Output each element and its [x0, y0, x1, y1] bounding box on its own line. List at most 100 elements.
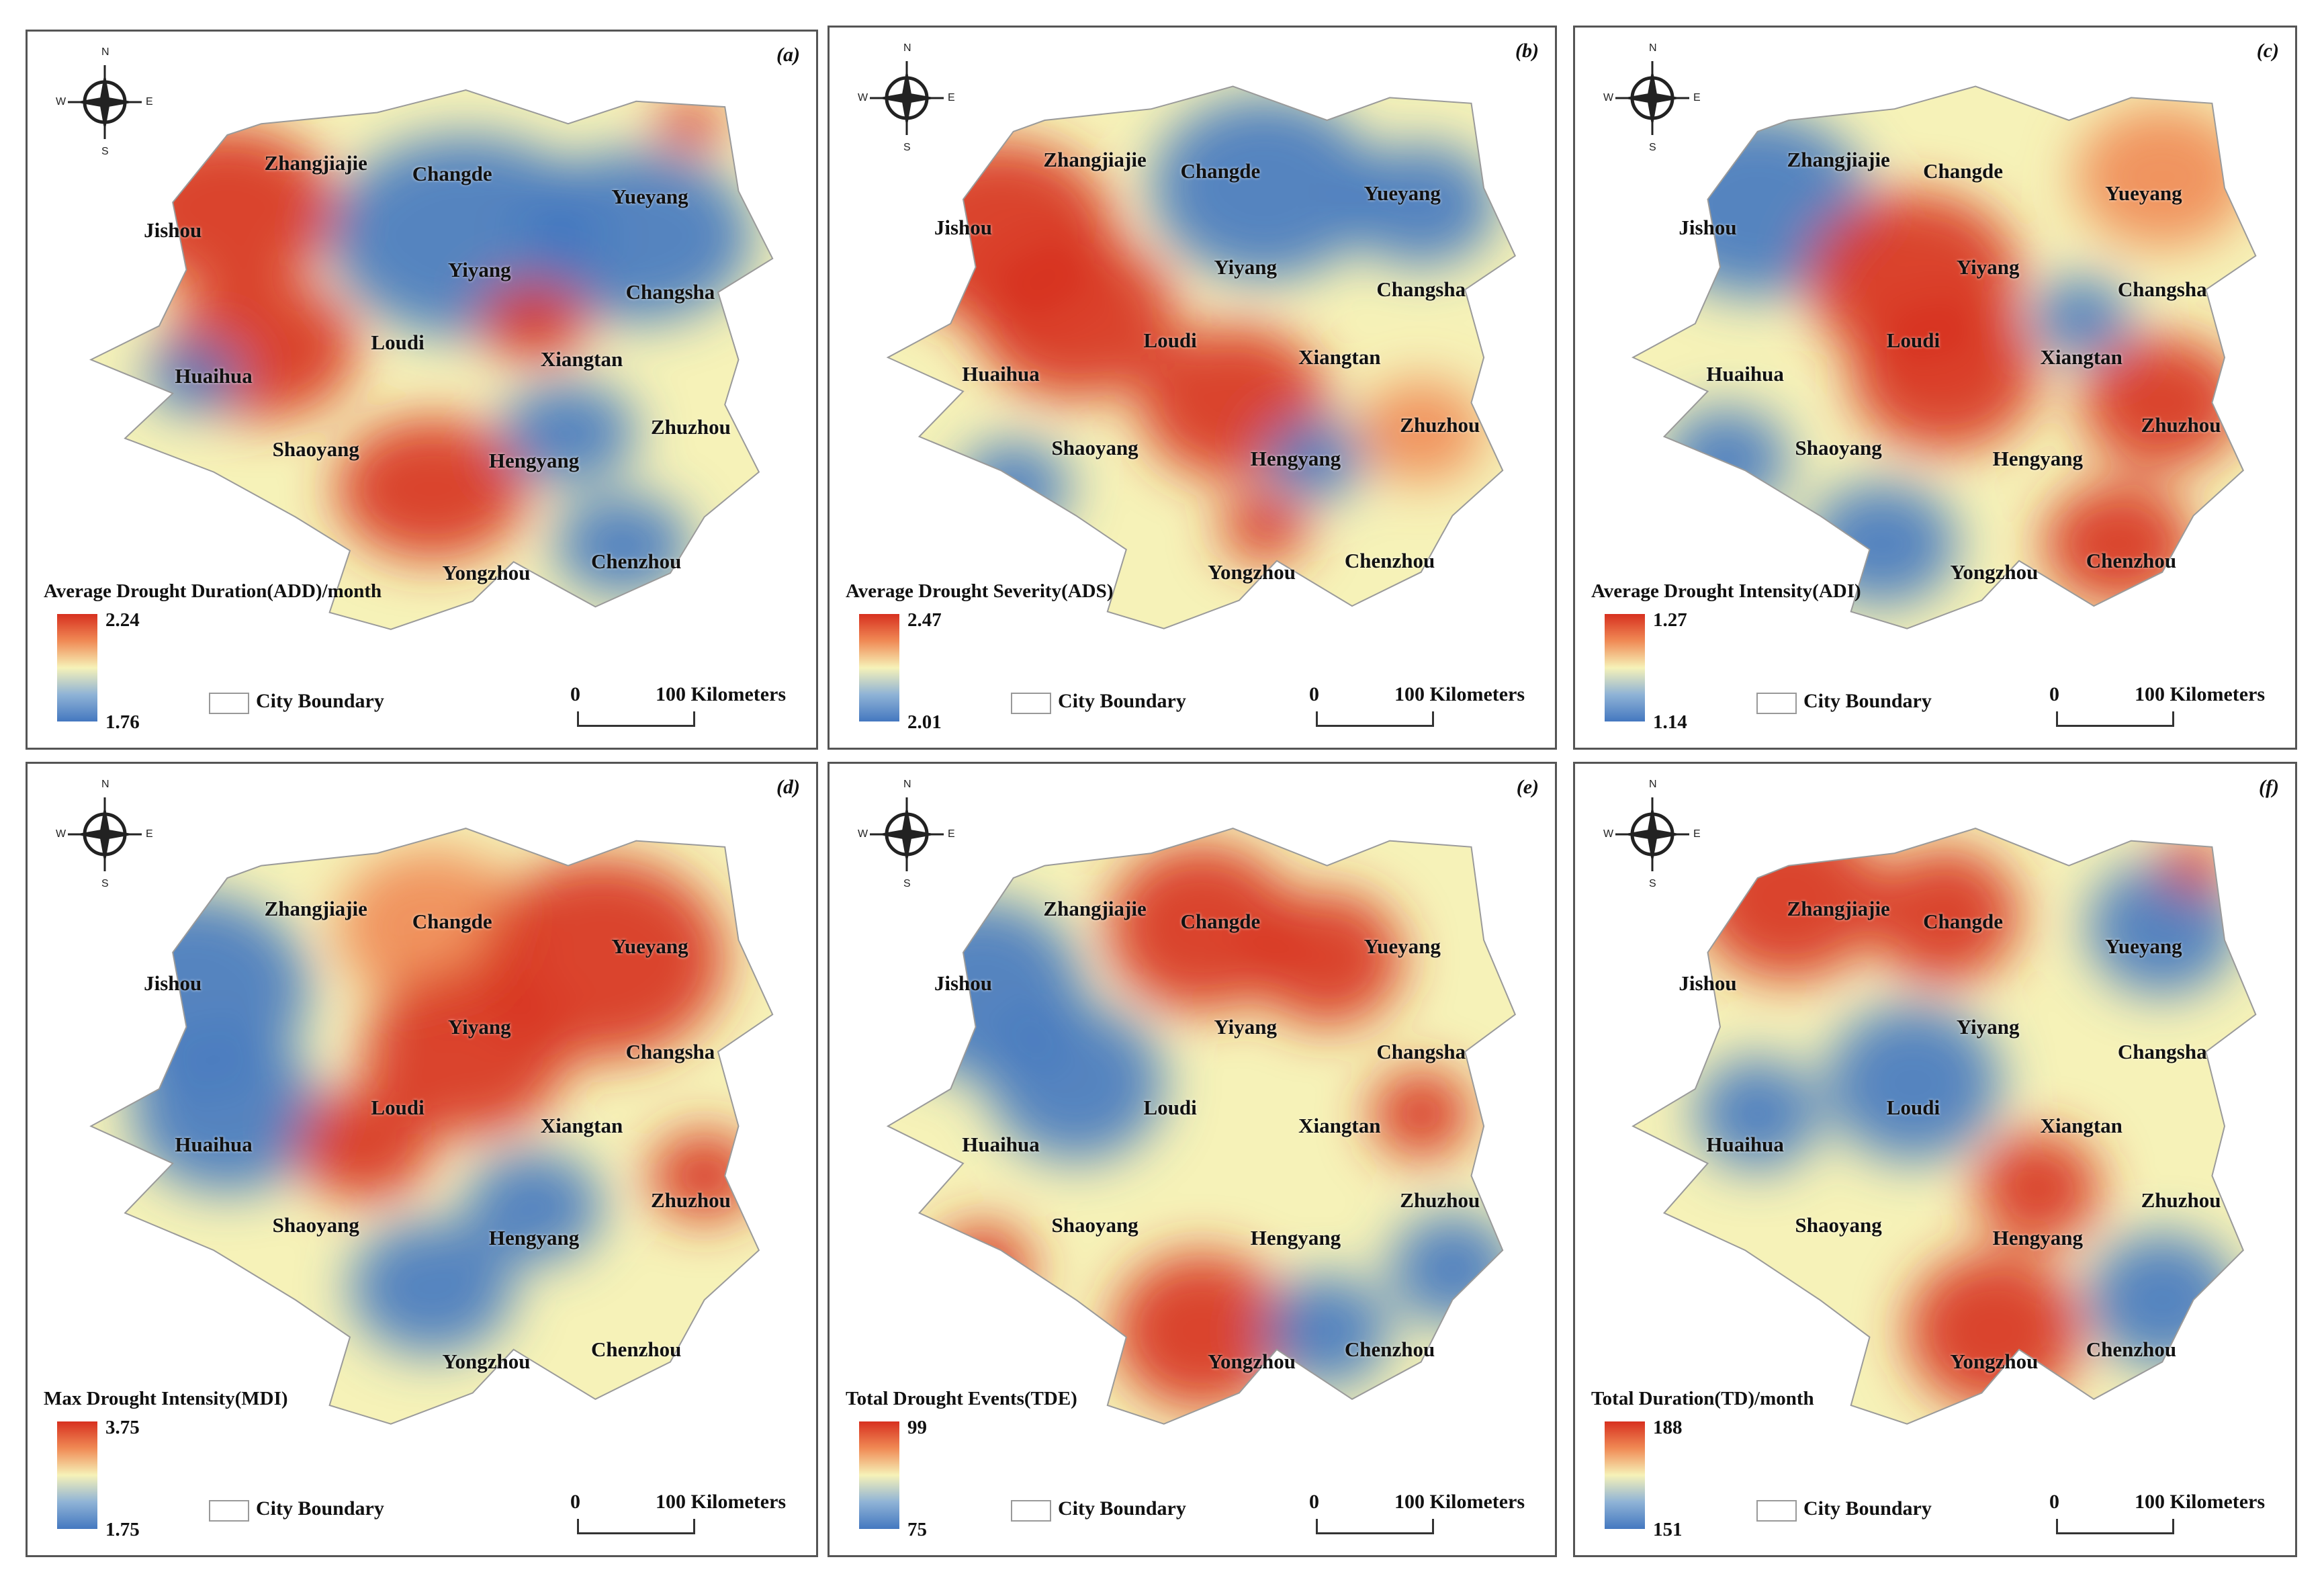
- hotspot-high: [975, 236, 1177, 400]
- city-label-zhuzhou: Zhuzhou: [650, 1188, 731, 1213]
- panel-label: (b): [1515, 40, 1539, 62]
- city-label-jishou: Jishou: [144, 971, 202, 996]
- legend-min: 75: [907, 1519, 927, 1540]
- scale-bar: [577, 711, 695, 727]
- city-label-shaoyang: Shaoyang: [1795, 1213, 1882, 1237]
- compass-e: E: [1693, 92, 1701, 103]
- city-label-xiangtan: Xiangtan: [2040, 345, 2122, 369]
- city-label-xiangtan: Xiangtan: [1298, 345, 1381, 369]
- legend-colorbar: [57, 614, 97, 721]
- hotspot-low: [1345, 144, 1496, 266]
- city-boundary-label: City Boundary: [1803, 690, 1932, 712]
- legend-colorbar: [57, 1421, 97, 1529]
- hotspot-low: [554, 494, 691, 596]
- panel-label: (f): [2259, 776, 2279, 798]
- city-boundary-swatch: [1756, 693, 1797, 714]
- city-label-chenzhou: Chenzhou: [2086, 1337, 2177, 1361]
- city-boundary-swatch: [1756, 1500, 1797, 1522]
- legend-max: 2.47: [907, 609, 942, 631]
- compass-n: N: [903, 779, 911, 790]
- panel-adi: (c) N S W E Zhangjiajie Changde Yueyang Jishou Yi…: [1573, 26, 2297, 750]
- hotspot-low: [132, 1035, 323, 1192]
- city-label-jishou: Jishou: [144, 218, 202, 243]
- compass-s: S: [1649, 878, 1656, 889]
- city-label-loudi: Loudi: [1886, 1095, 1940, 1119]
- city-boundary-label: City Boundary: [1803, 1497, 1932, 1520]
- city-label-xiangtan: Xiangtan: [540, 347, 623, 371]
- compass-w: W: [858, 92, 868, 103]
- city-label-yiyang: Yiyang: [1214, 255, 1278, 279]
- hotspot-mid_high: [1358, 380, 1484, 482]
- legend-title: Total Duration(TD)/month: [1591, 1388, 1814, 1409]
- city-label-shaoyang: Shaoyang: [1051, 1213, 1138, 1237]
- city-label-xiangtan: Xiangtan: [1298, 1114, 1381, 1138]
- city-label-huaihua: Huaihua: [175, 364, 253, 388]
- hotspot-mid_high: [336, 849, 527, 1006]
- legend-colorbar: [859, 614, 899, 721]
- city-label-huaihua: Huaihua: [175, 1133, 253, 1157]
- hotspot-high: [1907, 1252, 2082, 1409]
- city-boundary-swatch: [1011, 1500, 1051, 1522]
- legend-title: Total Drought Events(TDE): [846, 1388, 1077, 1409]
- city-label-xiangtan: Xiangtan: [2040, 1114, 2122, 1138]
- city-boundary-swatch: [209, 693, 249, 714]
- city-label-yiyang: Yiyang: [1214, 1014, 1278, 1039]
- city-label-huaihua: Huaihua: [1706, 1133, 1784, 1157]
- legend-max: 188: [1653, 1417, 1683, 1438]
- city-label-yiyang: Yiyang: [448, 257, 511, 281]
- city-label-zhangjiajie: Zhangjiajie: [1787, 897, 1890, 921]
- legend-max: 1.27: [1653, 609, 1687, 631]
- hotspot-mid_high: [2075, 105, 2250, 249]
- city-label-shaoyang: Shaoyang: [1051, 435, 1138, 459]
- hotspot-low: [465, 1151, 602, 1263]
- scale-bar-end: 100 Kilometers: [656, 683, 787, 705]
- province-outline: [886, 828, 1517, 1425]
- panel-label: (e): [1516, 776, 1539, 798]
- compass-e: E: [948, 92, 955, 103]
- legend-max: 99: [907, 1417, 927, 1438]
- hotspot-high: [1251, 891, 1402, 1026]
- scale-bar: [2056, 711, 2174, 727]
- city-label-yongzhou: Yongzhou: [1950, 560, 2039, 584]
- city-label-yiyang: Yiyang: [448, 1014, 511, 1039]
- city-label-huaihua: Huaihua: [962, 1133, 1040, 1157]
- scale-bar-end: 100 Kilometers: [656, 1491, 787, 1513]
- city-label-chenzhou: Chenzhou: [1344, 548, 1435, 572]
- compass-e: E: [1693, 828, 1701, 840]
- compass-s: S: [903, 878, 911, 889]
- city-label-yueyang: Yueyang: [2105, 934, 2182, 958]
- city-label-changde: Changde: [1923, 909, 2004, 933]
- city-label-zhangjiajie: Zhangjiajie: [264, 897, 367, 921]
- city-label-changde: Changde: [1923, 159, 2004, 183]
- hotspot-low: [988, 1004, 1164, 1161]
- legend-min: 1.14: [1653, 711, 1687, 733]
- city-label-yueyang: Yueyang: [1364, 181, 1441, 206]
- legend-min: 1.75: [105, 1519, 140, 1540]
- city-label-zhangjiajie: Zhangjiajie: [264, 150, 367, 175]
- map-td: [1632, 828, 2257, 1425]
- scale-bar-start: 0: [1309, 683, 1319, 705]
- hotspot-low: [2088, 861, 2237, 995]
- hotspot-high: [295, 1089, 432, 1201]
- legend-min: 151: [1653, 1519, 1683, 1540]
- city-label-chenzhou: Chenzhou: [591, 1337, 682, 1361]
- city-label-changsha: Changsha: [1376, 277, 1466, 302]
- scale-bar-end: 100 Kilometers: [1394, 683, 1525, 705]
- city-label-hengyang: Hengyang: [488, 1225, 580, 1249]
- city-label-huaihua: Huaihua: [962, 362, 1040, 386]
- hotspot-low: [520, 150, 752, 322]
- hotspot-low: [1151, 96, 1378, 280]
- compass-s: S: [1649, 142, 1656, 153]
- hotspot-low: [1826, 1004, 2001, 1161]
- province-outline: [1631, 85, 2257, 629]
- hotspot-low: [1264, 418, 1365, 500]
- compass-n: N: [101, 46, 109, 58]
- province-outline: [89, 89, 774, 630]
- north-arrow-icon: N S W E: [54, 45, 155, 159]
- compass-w: W: [56, 828, 66, 840]
- panel-add: (a) N S W E Zhangjiajie Changde Yueyang Jishou Yi…: [26, 30, 818, 750]
- scale-bar-start: 0: [570, 683, 580, 705]
- compass-s: S: [101, 146, 109, 157]
- panel-label: (c): [2256, 40, 2279, 62]
